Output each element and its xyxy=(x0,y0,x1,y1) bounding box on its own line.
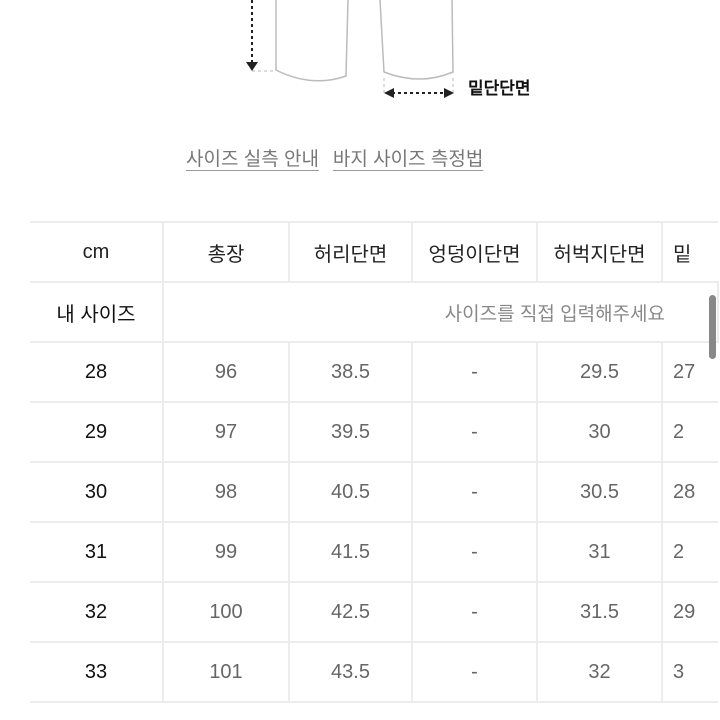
header-cell: 엉덩이단면 xyxy=(411,221,538,283)
my-size-input[interactable]: 사이즈를 직접 입력해주세요 xyxy=(162,281,719,343)
value-cell: 97 xyxy=(162,401,290,463)
value-cell: 98 xyxy=(162,461,290,523)
table-row: 30 98 40.5-30.5 28 xyxy=(30,461,718,523)
header-cell: 총장 xyxy=(162,221,290,283)
value-cell: 28 xyxy=(661,461,718,523)
table-header-row: cm 총장 허리단면 엉덩이단면 허벅지단면 밑 xyxy=(30,221,718,283)
value-cell: 99 xyxy=(162,521,290,583)
value-cell: 31.5 xyxy=(536,581,663,643)
value-cell: 2 xyxy=(661,521,718,583)
value-cell: - xyxy=(411,401,538,463)
value-cell: 101 xyxy=(162,641,290,703)
size-cell: 28 xyxy=(30,341,164,403)
header-cell: 밑 xyxy=(661,221,718,283)
pants-measurement-diagram xyxy=(246,0,454,98)
value-cell: 42.5 xyxy=(288,581,413,643)
pants-measure-guide-link[interactable]: 바지 사이즈 측정법 xyxy=(332,149,484,170)
value-cell: - xyxy=(411,461,538,523)
value-cell: 40.5 xyxy=(288,461,413,523)
value-cell: 38.5 xyxy=(288,341,413,403)
table-row: 33 101 43.5-32 3 xyxy=(30,641,718,703)
size-cell: 31 xyxy=(30,521,164,583)
value-cell: 32 xyxy=(536,641,663,703)
value-cell: 96 xyxy=(162,341,290,403)
size-cell: 29 xyxy=(30,401,164,463)
value-cell: - xyxy=(411,641,538,703)
value-cell: 31 xyxy=(536,521,663,583)
size-table: cm 총장 허리단면 엉덩이단면 허벅지단면 밑 내 사이즈 사이즈를 직접 입… xyxy=(30,221,719,703)
value-cell: 3 xyxy=(661,641,718,703)
my-size-label: 내 사이즈 xyxy=(30,281,164,343)
value-cell: 30 xyxy=(536,401,663,463)
header-cell: 허벅지단면 xyxy=(536,221,663,283)
size-cell: 30 xyxy=(30,461,164,523)
table-row: 29 97 39.5-30 2 xyxy=(30,401,718,463)
my-size-row: 내 사이즈 사이즈를 직접 입력해주세요 xyxy=(30,281,719,343)
size-cell: 32 xyxy=(30,581,164,643)
size-guide-link[interactable]: 사이즈 실측 안내 xyxy=(186,149,319,170)
value-cell: 29.5 xyxy=(536,341,663,403)
header-cell: 허리단면 xyxy=(288,221,413,283)
value-cell: - xyxy=(411,581,538,643)
table-row: 32 100 42.5-31.5 29 xyxy=(30,581,718,643)
horizontal-scrollbar[interactable] xyxy=(709,295,716,359)
value-cell: 27 xyxy=(661,341,718,403)
guide-links: 사이즈 실측 안내 바지 사이즈 측정법 xyxy=(186,144,483,171)
value-cell: 39.5 xyxy=(288,401,413,463)
value-cell: 2 xyxy=(661,401,718,463)
value-cell: 41.5 xyxy=(288,521,413,583)
hem-width-label: 밑단단면 xyxy=(468,79,531,98)
value-cell: 43.5 xyxy=(288,641,413,703)
size-cell: 33 xyxy=(30,641,164,703)
value-cell: - xyxy=(411,521,538,583)
header-cell: cm xyxy=(30,221,164,283)
value-cell: 100 xyxy=(162,581,290,643)
value-cell: 29 xyxy=(661,581,718,643)
table-row: 31 99 41.5-31 2 xyxy=(30,521,718,583)
value-cell: - xyxy=(411,341,538,403)
table-row: 28 96 38.5-29.5 27 xyxy=(30,341,718,403)
value-cell: 30.5 xyxy=(536,461,663,523)
